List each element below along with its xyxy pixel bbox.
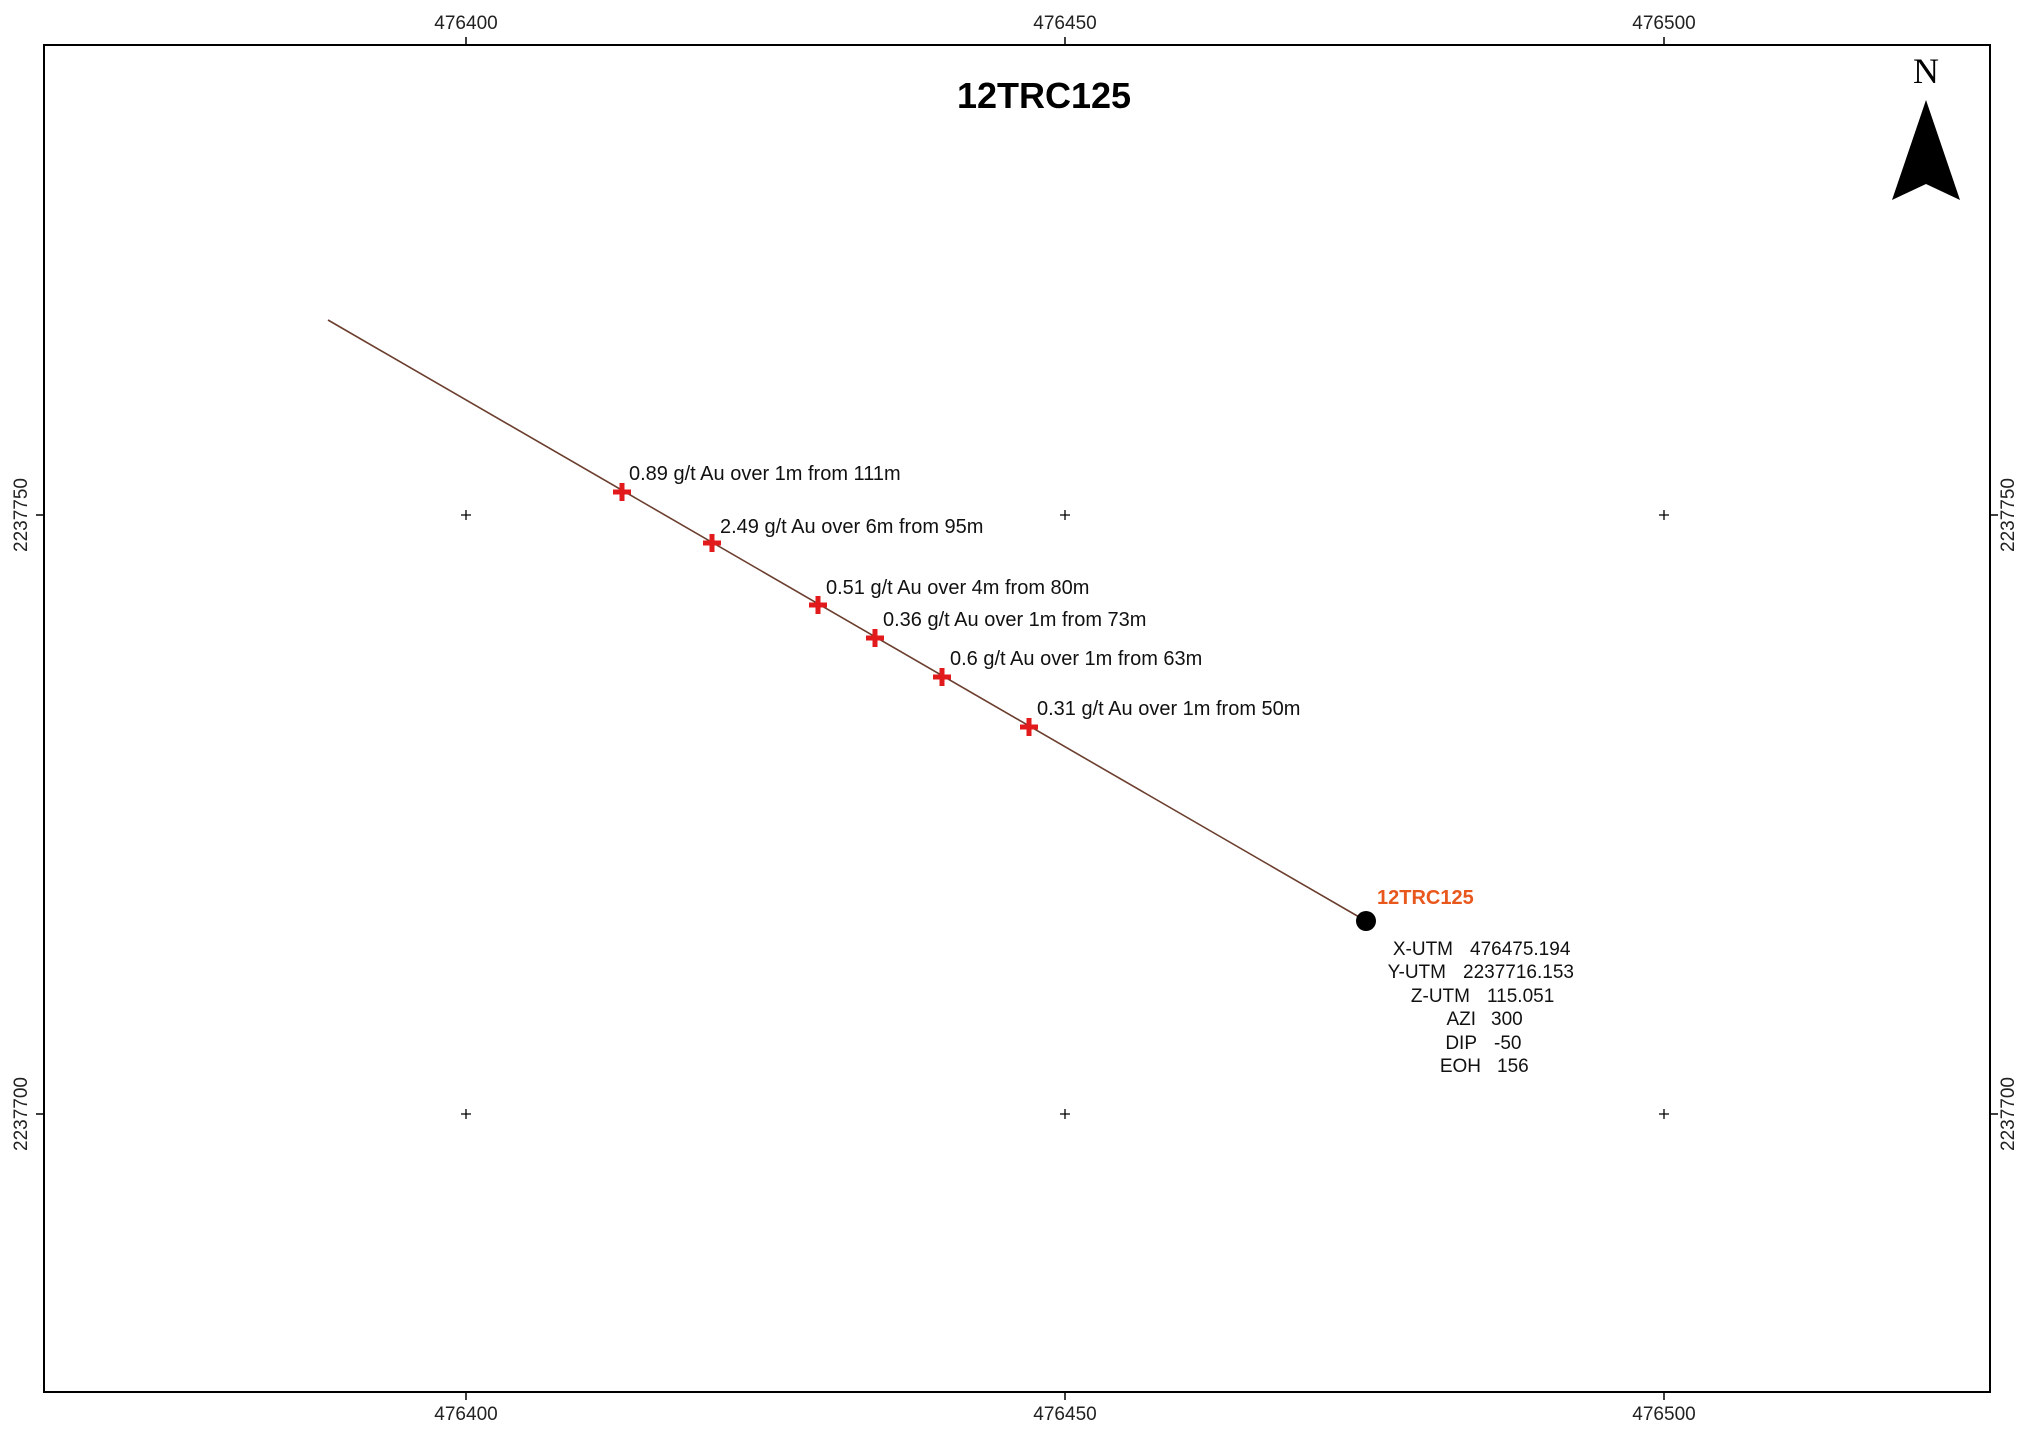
grid-cross [1060, 510, 1070, 520]
top-x-label-2: 476450 [1033, 13, 1096, 34]
assay-marker[interactable] [1020, 718, 1038, 736]
north-label: N [1913, 51, 1939, 91]
assay-label: 0.36 g/t Au over 1m from 73m [883, 609, 1146, 631]
assay-label: 0.6 g/t Au over 1m from 63m [950, 648, 1202, 670]
info-value-z-utm: 115.051 [1487, 986, 1554, 1007]
bottom-x-label-3: 476500 [1632, 1404, 1695, 1425]
assay-marker[interactable] [933, 668, 951, 686]
collar-label: 12TRC125 [1377, 887, 1474, 909]
info-label-y-utm: Y-UTM [1388, 962, 1446, 983]
grid-cross [461, 510, 471, 520]
info-label-azi: AZI [1446, 1009, 1476, 1030]
grid-cross [1060, 1109, 1070, 1119]
assay-marker[interactable] [866, 629, 884, 647]
left-y-label-2: 2237700 [11, 1077, 32, 1151]
info-label-dip: DIP [1445, 1033, 1477, 1054]
top-x-label-3: 476500 [1632, 13, 1695, 34]
info-value-dip: -50 [1494, 1033, 1521, 1054]
assay-marker[interactable] [613, 483, 631, 501]
drill-hole-trace [327, 319, 1367, 922]
grid-cross [1659, 510, 1669, 520]
right-y-label-1: 2237750 [1998, 478, 2019, 552]
info-label-eoh: EOH [1440, 1056, 1481, 1077]
bottom-x-label-1: 476400 [434, 1404, 497, 1425]
bottom-x-label-2: 476450 [1033, 1404, 1096, 1425]
map-title: 12TRC125 [957, 75, 1131, 116]
info-value-azi: 300 [1491, 1009, 1523, 1030]
left-y-label-1: 2237750 [11, 478, 32, 552]
assay-marker[interactable] [809, 596, 827, 614]
assay-label: 0.89 g/t Au over 1m from 111m [629, 463, 901, 485]
assay-label: 0.51 g/t Au over 4m from 80m [826, 577, 1089, 599]
info-value-x-utm: 476475.194 [1470, 939, 1571, 960]
grid-cross [1659, 1109, 1669, 1119]
assay-label: 0.31 g/t Au over 1m from 50m [1037, 698, 1300, 720]
north-arrow-icon [1892, 100, 1960, 200]
grid-crosses [461, 510, 1669, 1119]
collar-marker[interactable] [1356, 911, 1376, 931]
assay-markers [613, 483, 1038, 736]
info-value-eoh: 156 [1497, 1056, 1529, 1077]
assay-marker[interactable] [703, 534, 721, 552]
grid-cross [461, 1109, 471, 1119]
collar-info-block: X-UTM 476475.194 Y-UTM 2237716.153 Z-UTM… [1388, 939, 1574, 1077]
info-label-x-utm: X-UTM [1393, 939, 1453, 960]
assay-label: 2.49 g/t Au over 6m from 95m [720, 516, 983, 538]
north-arrow: N [1892, 51, 1960, 200]
right-y-label-2: 2237700 [1998, 1077, 2019, 1151]
top-x-label-1: 476400 [434, 13, 497, 34]
info-value-y-utm: 2237716.153 [1463, 962, 1574, 983]
info-label-z-utm: Z-UTM [1411, 986, 1470, 1007]
